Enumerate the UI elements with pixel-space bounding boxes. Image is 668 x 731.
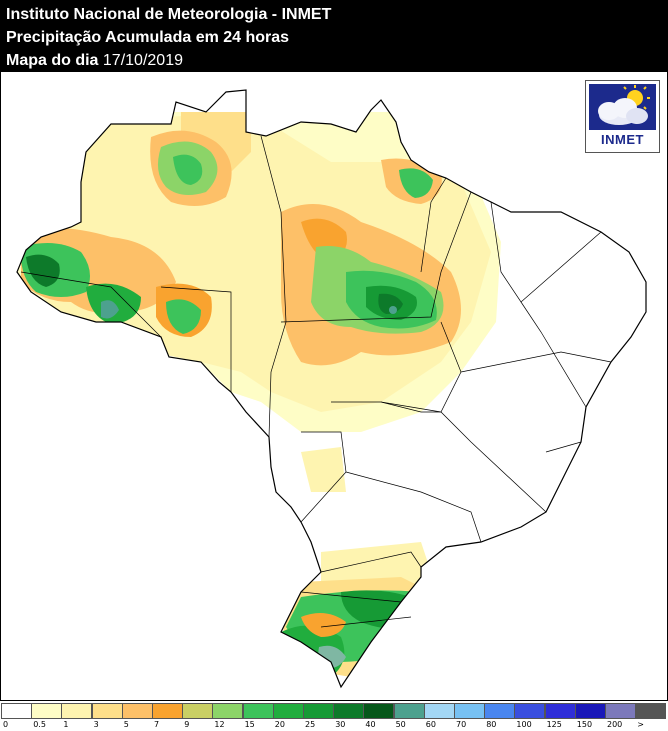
map-date-label: Mapa do dia bbox=[6, 52, 99, 69]
legend-swatch bbox=[1, 703, 32, 719]
legend-swatch bbox=[91, 703, 123, 719]
legend-swatch bbox=[121, 703, 153, 719]
map-area bbox=[0, 72, 668, 701]
legend-tick-label: 25 bbox=[305, 720, 316, 729]
legend-swatch bbox=[363, 703, 395, 719]
legend-swatch bbox=[272, 703, 304, 719]
logo-text: INMET bbox=[601, 132, 644, 147]
legend-tick-label: 200 bbox=[607, 720, 623, 729]
legend-swatch bbox=[635, 703, 667, 719]
legend-tick-label: 3 bbox=[93, 720, 99, 729]
legend-swatch bbox=[514, 703, 546, 719]
legend-swatch bbox=[152, 703, 183, 719]
legend-swatch bbox=[242, 703, 274, 719]
legend-tick-label: 15 bbox=[244, 720, 255, 729]
legend-tick-label: 150 bbox=[576, 720, 593, 729]
map-header: Instituto Nacional de Meteorologia - INM… bbox=[0, 0, 668, 72]
brazil-precipitation-map bbox=[16, 89, 647, 689]
legend-tick-label: 125 bbox=[546, 720, 562, 729]
legend-swatch bbox=[393, 703, 425, 719]
legend-tick-label: 60 bbox=[425, 720, 436, 729]
legend-swatch bbox=[31, 703, 63, 719]
precip-field bbox=[17, 90, 646, 687]
legend-swatch bbox=[544, 703, 576, 719]
legend-swatch bbox=[454, 703, 485, 719]
legend-swatch bbox=[605, 703, 636, 719]
state-borders bbox=[20, 135, 612, 628]
legend-tick-label: 40 bbox=[365, 720, 376, 729]
legend-tick-label: 12 bbox=[214, 720, 225, 729]
legend-tick-label: 0 bbox=[3, 720, 9, 729]
legend-tick-label: 80 bbox=[486, 720, 497, 729]
institution-title: Instituto Nacional de Meteorologia - INM… bbox=[6, 6, 332, 23]
inmet-logo: INMET bbox=[585, 80, 660, 153]
color-legend: 0 0.5 1 3 5 7 9 12 15 20 25 30 40 50 60 70 80 100 125 150 20… bbox=[0, 701, 668, 731]
legend-tick-label: 5 bbox=[123, 720, 129, 729]
legend-swatch bbox=[61, 703, 93, 719]
map-date: 17/10/2019 bbox=[102, 52, 183, 69]
map-date-line: Mapa do dia 17/10/2019 bbox=[6, 51, 183, 70]
legend-tick-label: 100 bbox=[516, 720, 532, 729]
legend-tick-label: 70 bbox=[456, 720, 467, 729]
legend-tick-label: > bbox=[637, 720, 644, 729]
product-title: Precipitação Acumulada em 24 horas bbox=[6, 29, 290, 46]
brazil-outline bbox=[16, 89, 647, 689]
legend-tick-label: 1 bbox=[63, 720, 69, 729]
legend-tick-label: 50 bbox=[395, 720, 406, 729]
legend-tick-label: 0.5 bbox=[33, 720, 46, 729]
legend-swatch bbox=[212, 703, 244, 719]
legend-tick-label: 7 bbox=[154, 720, 160, 729]
legend-tick-label: 30 bbox=[335, 720, 346, 729]
legend-swatch bbox=[303, 703, 334, 719]
legend-swatch bbox=[484, 703, 516, 719]
legend-swatch bbox=[333, 703, 365, 719]
legend-swatch bbox=[423, 703, 455, 719]
legend-tick-label: 9 bbox=[184, 720, 190, 729]
legend-tick-label: 20 bbox=[274, 720, 285, 729]
legend-swatch bbox=[182, 703, 214, 719]
sun-cloud-icon bbox=[589, 84, 656, 130]
legend-swatch bbox=[574, 703, 606, 719]
